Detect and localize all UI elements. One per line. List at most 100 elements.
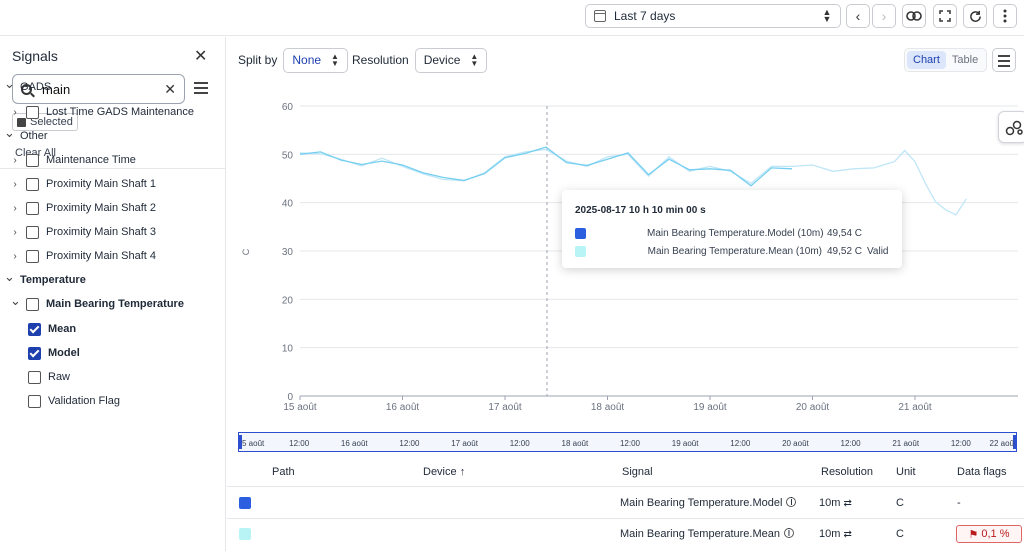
more-menu-button[interactable] — [993, 4, 1017, 28]
checkbox[interactable] — [26, 177, 39, 191]
refresh-button[interactable] — [963, 4, 987, 28]
chevron-right-icon[interactable]: › — [13, 154, 17, 166]
checkbox[interactable] — [28, 370, 41, 384]
chevron-down-icon[interactable]: ⌄ — [10, 293, 21, 308]
calendar-icon — [594, 10, 606, 22]
tree-item[interactable]: Raw — [28, 366, 70, 388]
col-data-flags[interactable]: Data flags — [957, 466, 1007, 478]
info-icon[interactable]: i — [786, 497, 797, 508]
resolution-label: Resolution — [352, 53, 409, 67]
tooltip-line: Main Bearing Temperature.Model (10m) 49,… — [575, 226, 862, 240]
resolution-select[interactable]: Device ▲ ▼ — [414, 47, 488, 73]
chevron-updown-icon: ▲ ▼ — [331, 52, 339, 68]
selected-icon — [17, 117, 26, 127]
tree-item[interactable]: ⌄ Temperature — [4, 269, 86, 291]
tree-item[interactable]: ⌄ Other — [4, 125, 48, 147]
col-path[interactable]: Path — [272, 466, 295, 478]
time-range-label: Last 7 days — [614, 9, 676, 23]
next-range-button[interactable]: › — [872, 4, 896, 28]
chevron-down-icon[interactable]: ⌄ — [4, 125, 15, 140]
tree-item[interactable]: › Proximity Main Shaft 2 — [10, 197, 156, 219]
y-axis-label: C — [241, 248, 251, 255]
previous-range-button[interactable]: ‹ — [846, 4, 870, 28]
search-input[interactable] — [42, 81, 165, 97]
y-tick-label: 30 — [282, 247, 294, 258]
checkbox[interactable] — [26, 249, 39, 263]
tree-item[interactable]: ⌄ Main Bearing Temperature — [10, 293, 184, 315]
tooltip-title: 2025-08-17 10 h 10 min 00 s — [575, 205, 706, 216]
time-range-select[interactable]: Last 7 days ▲ ▼ — [585, 4, 841, 28]
chip-label: Selected — [30, 116, 73, 128]
tree-item[interactable]: › Lost Time GADS Maintenance — [10, 101, 194, 123]
tree-item[interactable]: › Proximity Main Shaft 1 — [10, 173, 156, 195]
series-line — [299, 148, 967, 216]
series-swatch — [575, 227, 586, 239]
row-resolution: 10m ⇄ — [819, 528, 852, 540]
row-data-flags: - — [957, 497, 961, 509]
navigator-left-handle[interactable] — [239, 435, 242, 449]
checkbox[interactable] — [26, 201, 39, 215]
table-row[interactable]: Main Bearing Temperature.Model i 10m ⇄ C … — [227, 488, 1024, 519]
chevron-right-icon[interactable]: › — [13, 226, 17, 238]
clear-search-icon[interactable]: ✕ — [164, 80, 176, 97]
fullscreen-button[interactable] — [933, 4, 957, 28]
checkbox[interactable] — [26, 225, 39, 239]
col-signal[interactable]: Signal — [622, 466, 653, 478]
col-unit[interactable]: Unit — [896, 466, 916, 478]
link-icon — [906, 11, 922, 21]
sort-up-icon: ↑ — [459, 466, 466, 478]
checkbox[interactable] — [26, 105, 39, 119]
tree-item[interactable]: Validation Flag — [28, 390, 120, 412]
chevron-right-icon[interactable]: › — [13, 106, 17, 118]
close-icon: ✕ — [194, 48, 208, 65]
chevron-right-icon[interactable]: › — [13, 178, 17, 190]
checkbox[interactable] — [26, 297, 39, 311]
table-header: Path Device ↑ Signal Resolution Unit Dat… — [227, 460, 1024, 487]
chevron-right-icon[interactable]: › — [13, 250, 17, 262]
tree-item-label: Proximity Main Shaft 4 — [46, 250, 157, 262]
refresh-icon — [969, 10, 981, 22]
split-by-label: Split by — [238, 53, 278, 67]
x-tick-label: 15 août — [283, 402, 317, 413]
col-device[interactable]: Device ↑ — [423, 466, 465, 478]
navigator-right-handle[interactable] — [1013, 435, 1016, 449]
chart-settings-button[interactable] — [992, 48, 1016, 72]
row-signal: Main Bearing Temperature.Model i — [620, 497, 797, 509]
tree-item[interactable]: Model — [28, 342, 80, 364]
checkbox[interactable] — [26, 153, 39, 167]
tree-item[interactable]: › Proximity Main Shaft 4 — [10, 245, 156, 267]
info-icon[interactable]: i — [784, 528, 794, 539]
tree-item[interactable]: Mean — [28, 318, 76, 340]
filter-settings-icon[interactable] — [194, 82, 208, 94]
chevron-left-icon: ‹ — [855, 8, 861, 24]
clear-all-button[interactable]: Clear All — [15, 147, 56, 159]
more-vertical-icon — [1003, 9, 1007, 23]
col-resolution[interactable]: Resolution — [821, 466, 873, 478]
link-button[interactable] — [902, 4, 926, 28]
split-by-select[interactable]: None ▲ ▼ — [283, 47, 348, 73]
table-row[interactable]: Main Bearing Temperature.Mean i 10m ⇄ C ⚑… — [227, 519, 1024, 550]
checkbox[interactable] — [28, 346, 41, 360]
resolution-control: Resolution Device ▲ ▼ — [352, 47, 488, 73]
tree-item[interactable]: ⌄ GADS — [4, 76, 51, 98]
data-flag-badge[interactable]: ⚑ 0,1 % — [956, 525, 1022, 543]
tree-item[interactable]: › Proximity Main Shaft 3 — [10, 221, 156, 243]
chart-view-button[interactable]: Chart — [907, 51, 946, 69]
checkbox[interactable] — [28, 394, 41, 408]
table-view-button[interactable]: Table — [951, 54, 979, 66]
chart-tooltip: 2025-08-17 10 h 10 min 00 s Main Bearing… — [562, 190, 902, 268]
tree-item-label: Mean — [48, 323, 77, 335]
close-sidebar-button[interactable]: ✕ — [194, 46, 207, 66]
tree-item-label: Temperature — [20, 274, 86, 286]
chevron-right-icon[interactable]: › — [13, 202, 17, 214]
tree-item-label: Raw — [48, 371, 71, 383]
time-navigator[interactable] — [238, 432, 1017, 452]
tree-item[interactable]: › Maintenance Time — [10, 149, 136, 171]
chevron-down-icon[interactable]: ⌄ — [4, 269, 15, 284]
chevron-down-icon[interactable]: ⌄ — [4, 76, 15, 91]
checkbox[interactable] — [28, 322, 41, 336]
selected-filter-chip[interactable]: Selected — [12, 113, 78, 131]
chart-options-button[interactable] — [998, 111, 1024, 143]
tree-item-label: Proximity Main Shaft 2 — [46, 202, 157, 214]
signal-search-field[interactable]: ✕ — [12, 74, 185, 104]
